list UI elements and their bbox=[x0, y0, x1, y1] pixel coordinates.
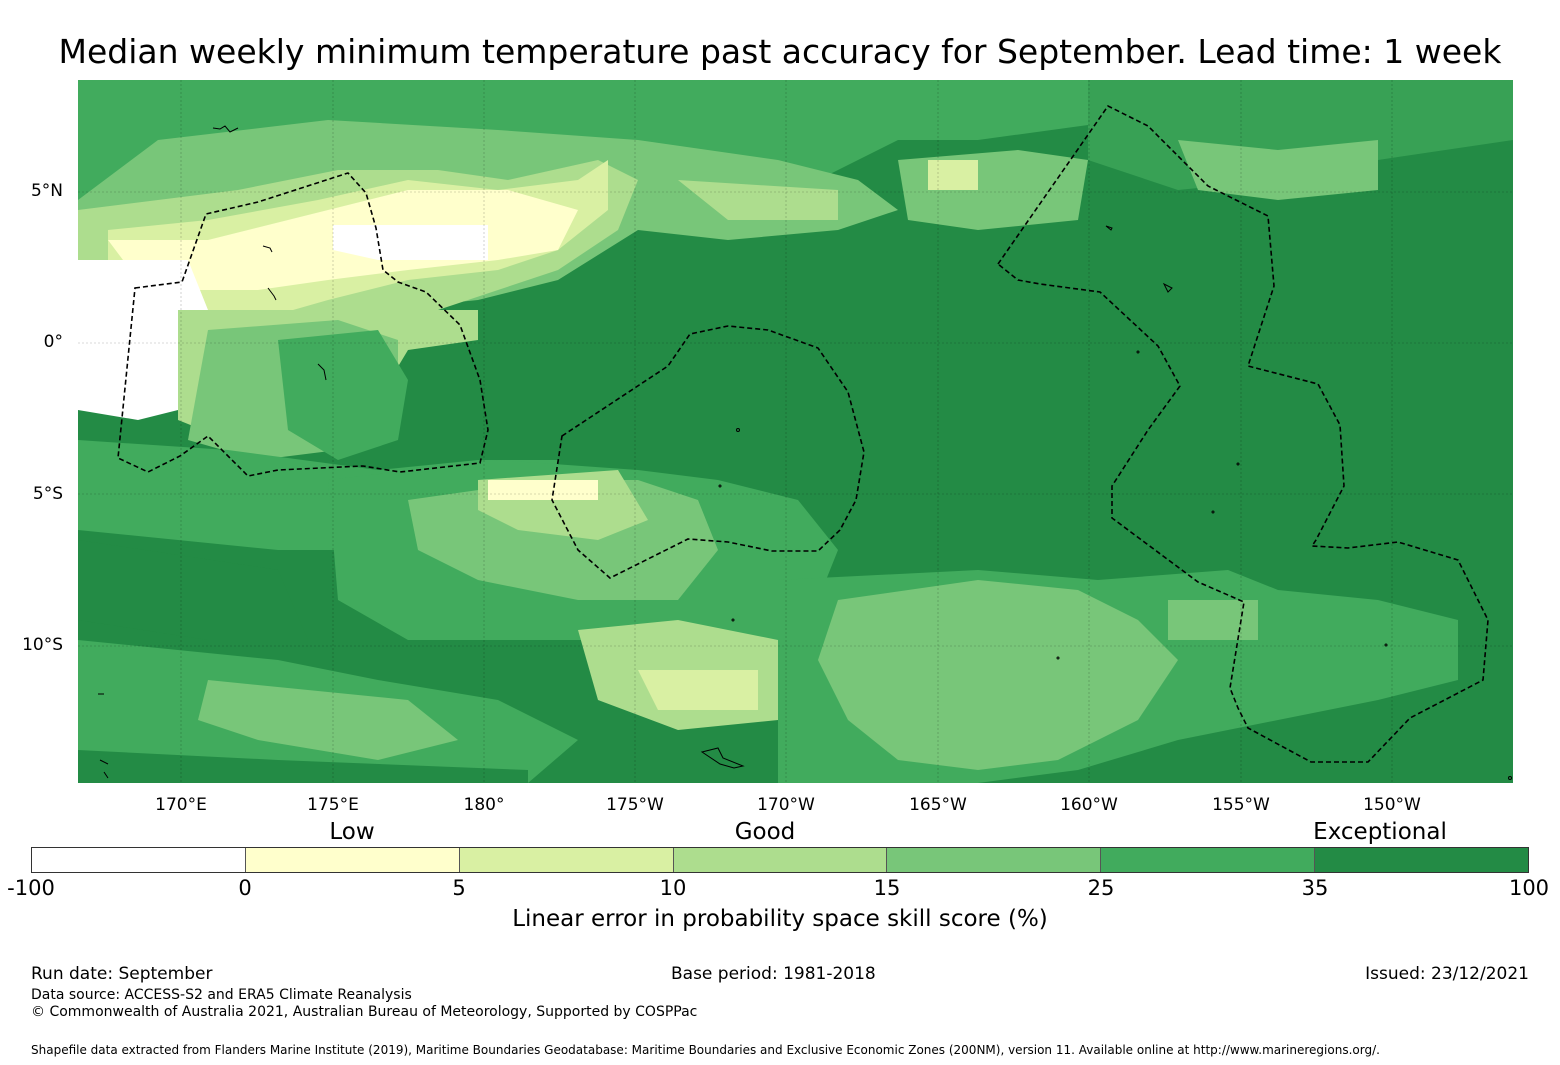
skill-field bbox=[78, 80, 1513, 783]
lon-label-170e: 170°E bbox=[155, 795, 207, 815]
map-title: Median weekly minimum temperature past a… bbox=[58, 32, 1502, 71]
colorbar-category-good: Good bbox=[734, 819, 796, 845]
lon-label-180: 180° bbox=[463, 795, 505, 815]
issued-date: Issued: 23/12/2021 bbox=[1365, 964, 1529, 984]
colorbar-tick: 25 bbox=[1087, 876, 1115, 900]
skill-region bbox=[928, 160, 978, 190]
skill-region bbox=[898, 150, 1088, 230]
lon-label-165w: 165°W bbox=[909, 795, 967, 815]
colorbar-segment bbox=[1101, 848, 1316, 872]
islands bbox=[98, 125, 1512, 780]
eez-boundary-line-islands bbox=[996, 104, 1489, 763]
skill-region bbox=[78, 750, 528, 783]
colorbar bbox=[31, 847, 1529, 873]
lat-label-0: 0° bbox=[43, 332, 63, 352]
skill-region bbox=[818, 580, 1178, 770]
skill-region bbox=[278, 330, 408, 460]
skill-region bbox=[678, 180, 838, 220]
copyright: © Commonwealth of Australia 2021, Austra… bbox=[31, 1004, 698, 1020]
colorbar-tick: 5 bbox=[452, 876, 466, 900]
colorbar-tick: 0 bbox=[238, 876, 252, 900]
lon-label-175e: 175°E bbox=[307, 795, 359, 815]
data-source: Data source: ACCESS-S2 and ERA5 Climate … bbox=[31, 987, 412, 1003]
lat-label-10s: 10°S bbox=[22, 635, 63, 655]
lon-label-170w: 170°W bbox=[757, 795, 815, 815]
lon-label-155w: 155°W bbox=[1212, 795, 1270, 815]
skill-region bbox=[638, 670, 758, 710]
colorbar-category-low: Low bbox=[329, 819, 375, 845]
base-period: Base period: 1981-2018 bbox=[671, 964, 876, 984]
colorbar-segment bbox=[673, 848, 888, 872]
colorbar-tick: 15 bbox=[873, 876, 901, 900]
run-date: Run date: September bbox=[31, 964, 213, 984]
skill-region bbox=[78, 260, 208, 420]
skill-region bbox=[78, 540, 308, 640]
colorbar-tick: 10 bbox=[659, 876, 687, 900]
colorbar-tick: 100 bbox=[1508, 876, 1550, 900]
skill-score-map bbox=[78, 80, 1513, 783]
colorbar-segment bbox=[1315, 848, 1529, 872]
lon-label-160w: 160°W bbox=[1060, 795, 1118, 815]
graticule bbox=[78, 80, 1513, 783]
colorbar-segment bbox=[887, 848, 1102, 872]
colorbar-segment bbox=[245, 848, 460, 872]
skill-region bbox=[1178, 140, 1378, 200]
colorbar-tick: 35 bbox=[1301, 876, 1329, 900]
skill-region bbox=[1168, 600, 1258, 640]
shapefile-credit: Shapefile data extracted from Flanders M… bbox=[31, 1043, 1380, 1057]
colorbar-segment bbox=[32, 848, 246, 872]
skill-region bbox=[198, 680, 458, 760]
lon-label-175w: 175°W bbox=[606, 795, 664, 815]
colorbar-category-exceptional: Exceptional bbox=[1313, 819, 1447, 845]
skill-region bbox=[488, 480, 598, 500]
colorbar-tick: -100 bbox=[7, 876, 55, 900]
eez-boundaries bbox=[117, 104, 1489, 763]
lon-label-150w: 150°W bbox=[1363, 795, 1421, 815]
eez-boundary-kiribati-gilbert bbox=[117, 172, 489, 477]
colorbar-segment bbox=[459, 848, 674, 872]
lat-label-5s: 5°S bbox=[32, 484, 63, 504]
lat-label-5n: 5°N bbox=[30, 181, 63, 201]
skill-region bbox=[333, 225, 488, 260]
colorbar-title: Linear error in probability space skill … bbox=[512, 906, 1048, 932]
